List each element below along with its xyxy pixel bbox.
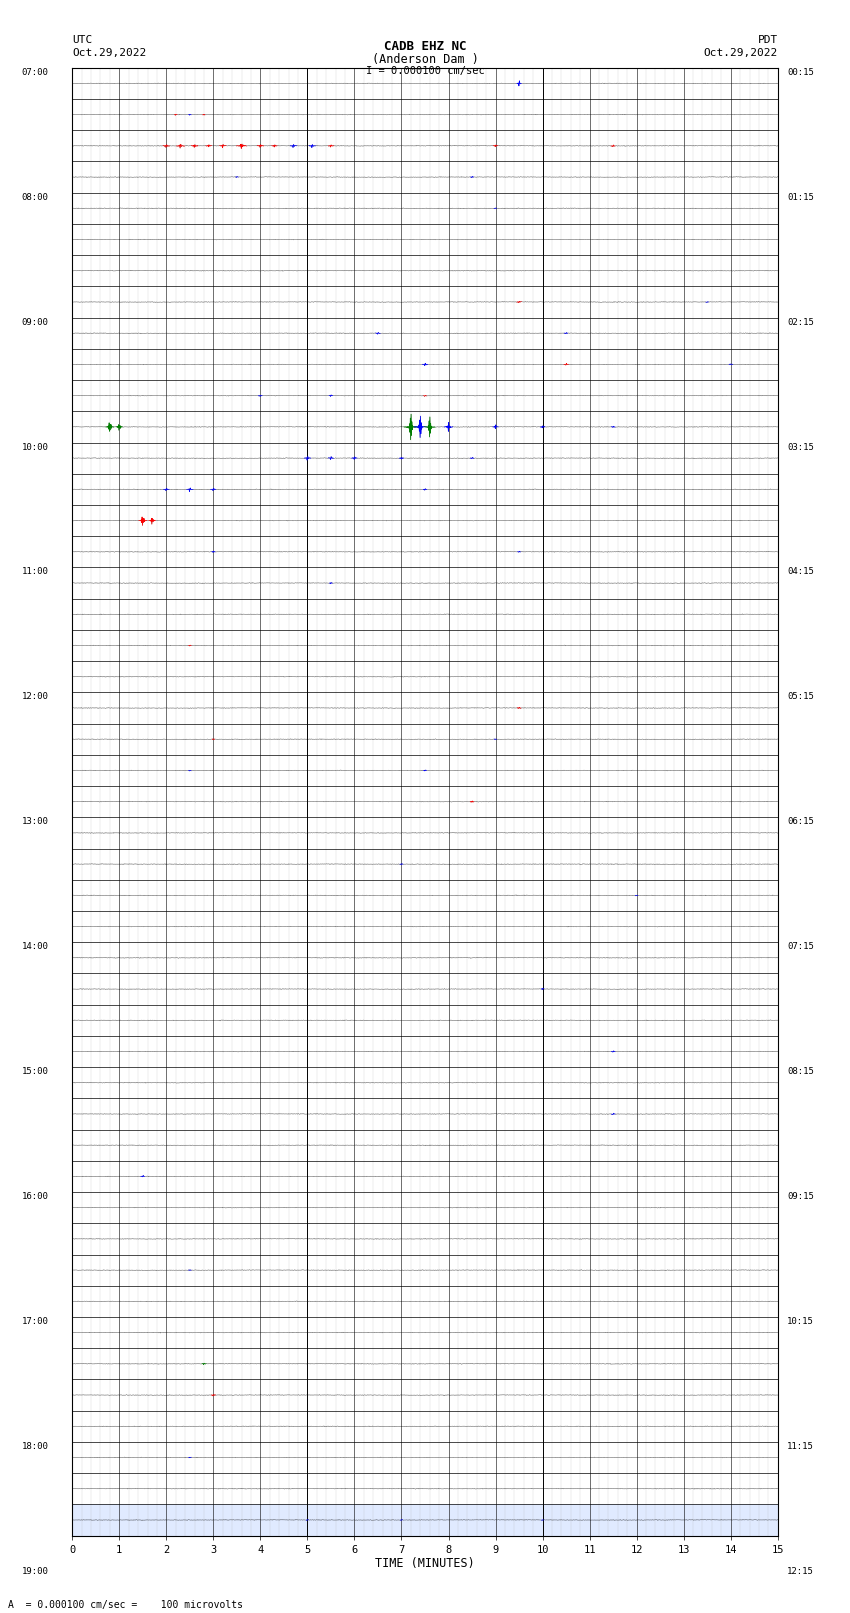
Text: 09:00: 09:00 [22, 318, 48, 326]
Text: PDT: PDT [757, 35, 778, 45]
Text: 12:15: 12:15 [787, 1566, 814, 1576]
Text: I = 0.000100 cm/sec: I = 0.000100 cm/sec [366, 66, 484, 76]
Text: 10:00: 10:00 [22, 442, 48, 452]
Text: (Anderson Dam ): (Anderson Dam ) [371, 53, 479, 66]
Text: 17:00: 17:00 [22, 1316, 48, 1326]
X-axis label: TIME (MINUTES): TIME (MINUTES) [375, 1558, 475, 1571]
Text: 08:00: 08:00 [22, 192, 48, 202]
Text: 11:00: 11:00 [22, 568, 48, 576]
Text: CADB EHZ NC: CADB EHZ NC [383, 40, 467, 53]
Text: Oct.29,2022: Oct.29,2022 [704, 48, 778, 58]
Text: 13:00: 13:00 [22, 818, 48, 826]
Text: Oct.29,2022: Oct.29,2022 [72, 48, 146, 58]
Text: 08:15: 08:15 [787, 1068, 814, 1076]
Text: 09:15: 09:15 [787, 1192, 814, 1202]
Text: 01:15: 01:15 [787, 192, 814, 202]
Text: 07:00: 07:00 [22, 68, 48, 77]
Text: UTC: UTC [72, 35, 93, 45]
Text: 15:00: 15:00 [22, 1068, 48, 1076]
Text: 16:00: 16:00 [22, 1192, 48, 1202]
Text: 04:15: 04:15 [787, 568, 814, 576]
Text: 18:00: 18:00 [22, 1442, 48, 1450]
Text: A  = 0.000100 cm/sec =    100 microvolts: A = 0.000100 cm/sec = 100 microvolts [8, 1600, 243, 1610]
Text: 05:15: 05:15 [787, 692, 814, 702]
Text: 10:15: 10:15 [787, 1316, 814, 1326]
Text: 07:15: 07:15 [787, 942, 814, 952]
Text: 02:15: 02:15 [787, 318, 814, 326]
Text: 11:15: 11:15 [787, 1442, 814, 1450]
Text: 03:15: 03:15 [787, 442, 814, 452]
Bar [72, 1505, 778, 1536]
Text: 19:00: 19:00 [22, 1566, 48, 1576]
Text: 00:15: 00:15 [787, 68, 814, 77]
Text: 06:15: 06:15 [787, 818, 814, 826]
Text: 12:00: 12:00 [22, 692, 48, 702]
Text: 14:00: 14:00 [22, 942, 48, 952]
